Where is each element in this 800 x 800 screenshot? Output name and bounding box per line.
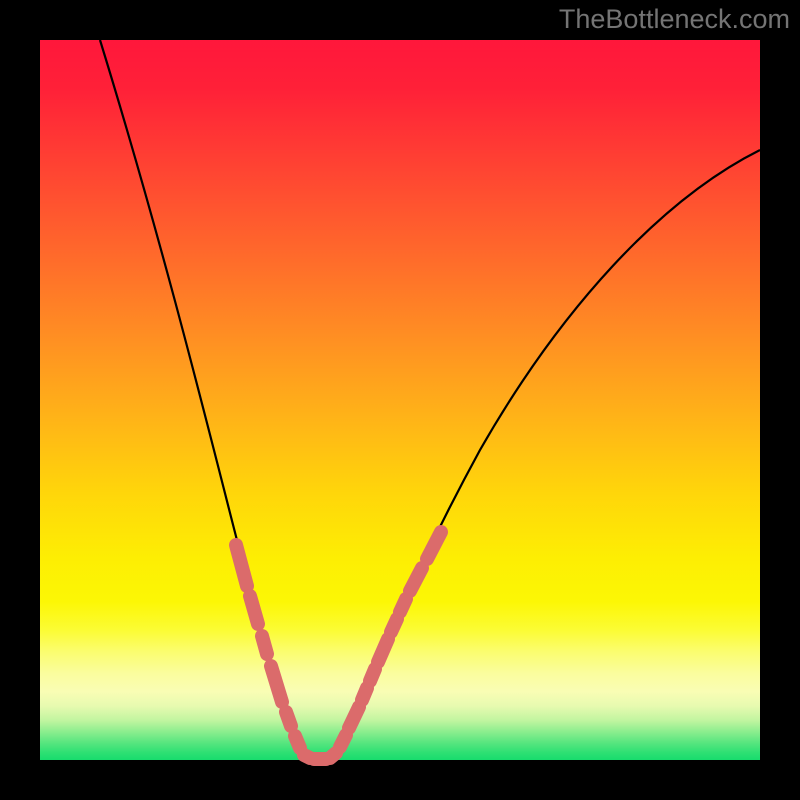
chart-container: TheBottleneck.com xyxy=(0,0,800,800)
dash-segment xyxy=(286,712,291,726)
dash-segment xyxy=(391,619,397,632)
dash-segment xyxy=(378,639,388,662)
dash-segment xyxy=(349,707,359,728)
dash-segment xyxy=(330,753,336,758)
dash-segment xyxy=(400,599,406,612)
dash-segment xyxy=(340,735,346,747)
dash-segment xyxy=(362,688,367,700)
dash-segment xyxy=(250,596,258,624)
gradient-plot-area xyxy=(40,40,760,760)
dash-segment xyxy=(262,636,267,654)
dash-segment xyxy=(295,736,300,748)
watermark-text: TheBottleneck.com xyxy=(559,4,790,35)
chart-svg xyxy=(0,0,800,800)
dash-segment xyxy=(370,669,375,681)
